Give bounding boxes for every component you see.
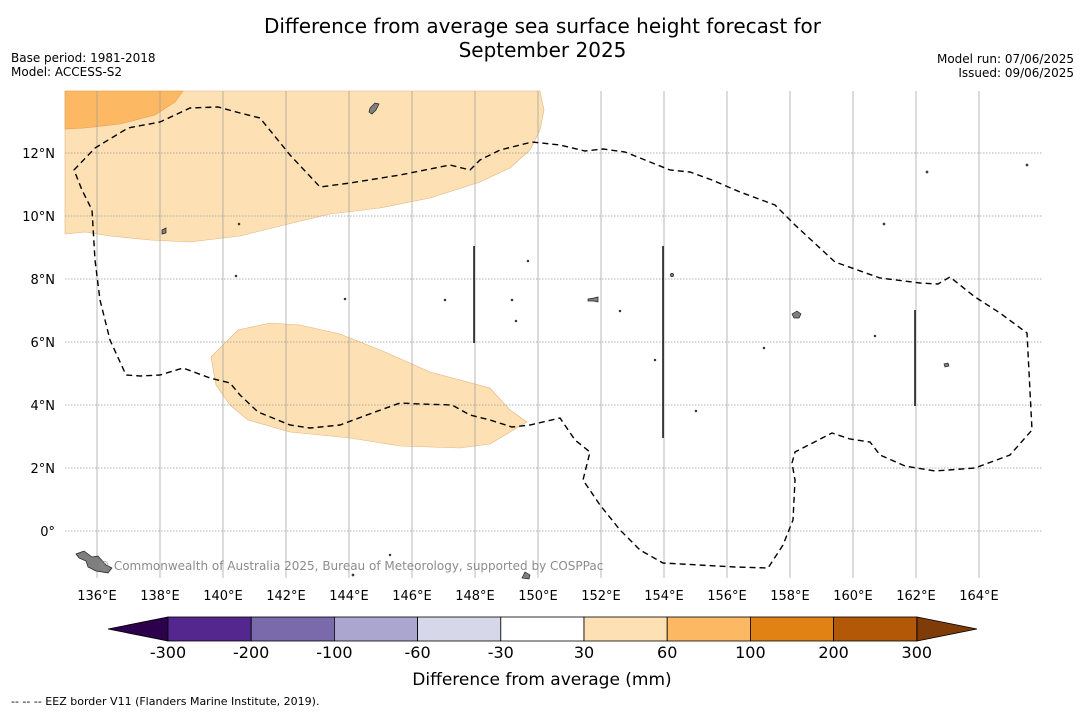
base-period: Base period: 1981-2018 (11, 51, 156, 65)
latitude-label: 8°N (31, 273, 56, 288)
map-panel: 136°E 138°E 140°E 142°E 144°E 146°E 148°E 150°E… (22, 90, 1042, 604)
colorbar-tick-label: 60 (657, 643, 677, 662)
longitude-label: 160°E (833, 589, 873, 604)
title-line-1: Difference from average sea surface heig… (263, 14, 822, 38)
colorbar-swatch (500, 616, 585, 642)
longitude-label: 146°E (392, 589, 432, 604)
latitude-label: 4°N (31, 399, 56, 414)
island-new-guinea-coast (75, 550, 113, 574)
colorbar-over-triangle (916, 616, 978, 642)
map-title: Difference from average sea surface heig… (0, 14, 1085, 62)
latitude-label: 2°N (31, 462, 56, 477)
colorbar-tick-label: -100 (316, 643, 352, 662)
model-run-info: Model run: 07/06/2025 Issued: 09/06/2025 (937, 52, 1074, 80)
colorbar-tick-label: -60 (405, 643, 431, 662)
anomaly-region-60-100 (64, 90, 184, 130)
colorbar-swatch (750, 616, 835, 642)
longitude-label: 136°E (77, 589, 117, 604)
island-south-edge (521, 571, 531, 580)
latitude-label: 12°N (22, 147, 55, 162)
land-islands (75, 102, 1029, 580)
anomaly-region-south (210, 322, 528, 449)
longitude-label: 152°E (581, 589, 621, 604)
colorbar-title: Difference from average (mm) (412, 670, 671, 690)
colorbar-tick-label: 30 (574, 643, 594, 662)
longitude-label: 158°E (770, 589, 810, 604)
colorbar-under-triangle (107, 616, 169, 642)
longitude-label: 156°E (707, 589, 747, 604)
eez-footnote: -- -- -- EEZ border V11 (Flanders Marine… (11, 695, 320, 708)
longitude-label: 142°E (266, 589, 306, 604)
colorbar-swatch (250, 616, 335, 642)
colorbar-swatch (417, 616, 502, 642)
model-run: Model run: 07/06/2025 (936, 52, 1074, 66)
island-kosrae (943, 362, 950, 368)
colorbar-swatch (666, 616, 751, 642)
colorbar-tick-label: -300 (150, 643, 186, 662)
colorbar-tick-label: -30 (488, 643, 514, 662)
colorbar-tick-label: 200 (818, 643, 849, 662)
island-yap (161, 227, 167, 235)
colorbar-tick-labels: -300 -200 -100 -60 -30 30 60 100 200 300 (150, 643, 932, 662)
copyright-text: © Commonwealth of Australia 2025, Bureau… (98, 559, 603, 573)
colorbar-swatches (167, 616, 918, 642)
longitude-label: 164°E (959, 589, 999, 604)
model-name: Model: ACCESS-S2 (11, 65, 123, 79)
anomaly-region-north (64, 90, 545, 243)
colorbar-tick-label: 100 (735, 643, 766, 662)
base-period-info: Base period: 1981-2018 Model: ACCESS-S2 (11, 51, 156, 79)
colorbar-tick-label: -200 (233, 643, 269, 662)
longitude-label: 138°E (140, 589, 180, 604)
longitude-label: 154°E (644, 589, 684, 604)
island-pohnpei (791, 310, 802, 319)
title-line-2: September 2025 (458, 38, 627, 62)
latitude-label: 10°N (22, 210, 55, 225)
longitude-label: 140°E (203, 589, 243, 604)
island-chuuk (587, 296, 599, 303)
colorbar-swatch (333, 616, 418, 642)
eez-border-dashed (73, 106, 1033, 569)
graticule (65, 91, 1042, 578)
colorbar-swatch (583, 616, 668, 642)
colorbar-swatch (167, 616, 252, 642)
latitude-label: 6°N (31, 336, 56, 351)
issued-date: Issued: 09/06/2025 (958, 66, 1074, 80)
longitude-labels: 136°E 138°E 140°E 142°E 144°E 146°E 148°E 150°E… (77, 589, 999, 604)
colorbar-swatch (833, 616, 918, 642)
colorbar: -300 -200 -100 -60 -30 30 60 100 200 300 Differen… (107, 616, 978, 690)
longitude-label: 162°E (896, 589, 936, 604)
longitude-label: 148°E (455, 589, 495, 604)
latitude-label: 0° (40, 525, 55, 540)
longitude-label: 150°E (518, 589, 558, 604)
island-guam (368, 102, 380, 115)
colorbar-tick-label: 300 (902, 643, 933, 662)
latitude-labels: 0° 2°N 4°N 6°N 8°N 10°N 12°N (22, 147, 55, 540)
longitude-label: 144°E (329, 589, 369, 604)
